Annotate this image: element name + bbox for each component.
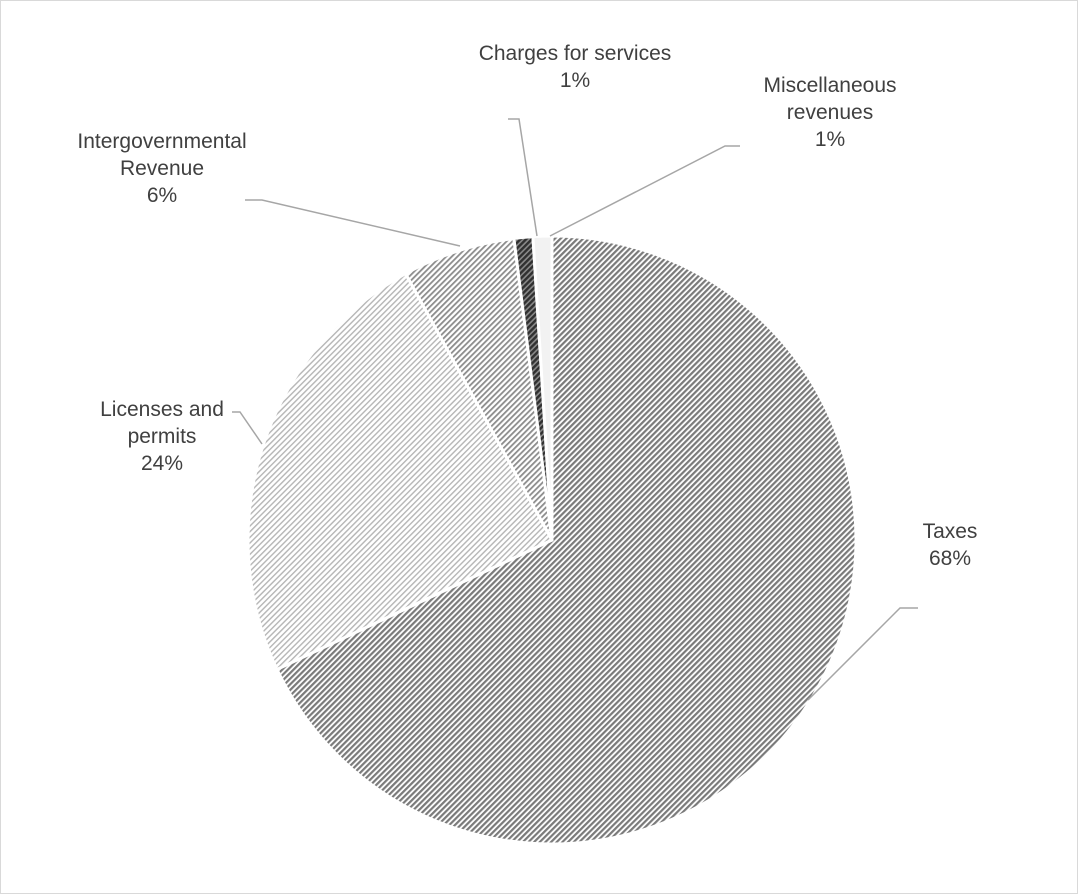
leader-line-charges-for-services [508, 118, 538, 237]
slice-name-text: Charges for services [478, 42, 672, 65]
slice-name-text: Miscellaneous [763, 74, 897, 97]
leader-line-taxes [807, 607, 918, 701]
data-label-intergovernmental-revenue: Intergovernmental Revenue 6% [77, 128, 246, 209]
data-label-charges-for-services: Charges for services 1% [479, 40, 672, 94]
data-label-taxes: Taxes 68% [923, 518, 978, 572]
slice-name-text: Licenses and [100, 398, 224, 421]
data-label-miscellaneous-revenues: Miscellaneous revenues 1% [763, 72, 896, 153]
leader-line-licenses-and-permits [232, 411, 263, 445]
slice-name-text: Revenue [119, 157, 205, 180]
data-label-licenses-and-permits: Licenses and permits 24% [100, 396, 224, 477]
leader-line-intergovernmental-revenue [245, 199, 461, 247]
slice-taxes [275, 234, 858, 846]
slice-percent-text: 68% [928, 547, 972, 570]
slice-percent-text: 24% [140, 452, 184, 475]
slice-licenses-and-permits [246, 272, 554, 671]
slice-miscellaneous-revenues [531, 234, 554, 542]
slice-name-text: permits [127, 425, 197, 448]
slice-percent-text: 6% [146, 184, 178, 207]
slice-percent-text: 1% [814, 128, 846, 151]
leader-line-miscellaneous-revenues [549, 145, 740, 237]
slice-percent-text: 1% [559, 69, 591, 92]
slice-name-text: Intergovernmental [77, 130, 247, 153]
slice-name-text: Taxes [922, 520, 978, 543]
slice-name-text: revenues [786, 101, 874, 124]
